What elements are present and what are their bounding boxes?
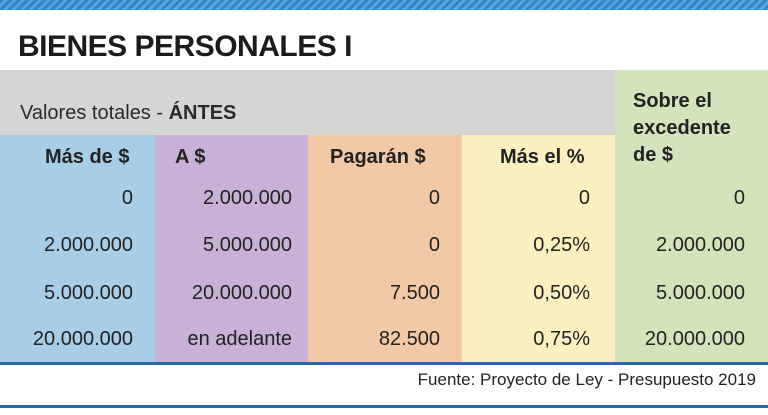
cell: 2.000.000: [203, 187, 292, 209]
column-header: A $: [175, 146, 206, 168]
source: Fuente: Proyecto de Ley - Presupuesto 20…: [417, 370, 756, 389]
cell: 5.000.000: [44, 282, 133, 304]
cell: 0,75%: [533, 328, 590, 350]
group-emphasis: ÁNTES: [168, 102, 237, 124]
group-label: Valores totales - ÁNTES: [20, 102, 236, 125]
cell: 0: [428, 234, 440, 256]
cell: 7.500: [389, 282, 440, 304]
bottom-rule: [0, 405, 768, 408]
top-stripe: [0, 0, 768, 10]
group-label-text: Valores totales -: [20, 102, 169, 124]
cell: 2.000.000: [656, 234, 745, 256]
cell: 0: [121, 187, 133, 209]
column-header: Más el %: [500, 146, 585, 168]
column-bg: [615, 70, 768, 362]
cell: 0,25%: [533, 234, 590, 256]
rule: [0, 362, 768, 365]
cell: 2.000.000: [44, 234, 133, 256]
cell: 82.500: [378, 328, 440, 350]
cell: 20.000.000: [191, 282, 292, 304]
cell: 0: [578, 187, 590, 209]
cell: en adelante: [187, 328, 292, 350]
group-band: [0, 70, 615, 135]
cell: 20.000.000: [644, 328, 745, 350]
title: BIENES PERSONALES I: [18, 30, 352, 63]
cell: 20.000.000: [32, 328, 133, 350]
cell: 0: [733, 187, 745, 209]
column-header: Más de $: [45, 146, 130, 168]
cell: 5.000.000: [656, 282, 745, 304]
column-header: Sobre el excedente de $: [633, 90, 731, 166]
cell: 0: [428, 187, 440, 209]
cell: 5.000.000: [203, 234, 292, 256]
column-header: Pagarán $: [330, 146, 426, 168]
cell: 0,50%: [533, 282, 590, 304]
